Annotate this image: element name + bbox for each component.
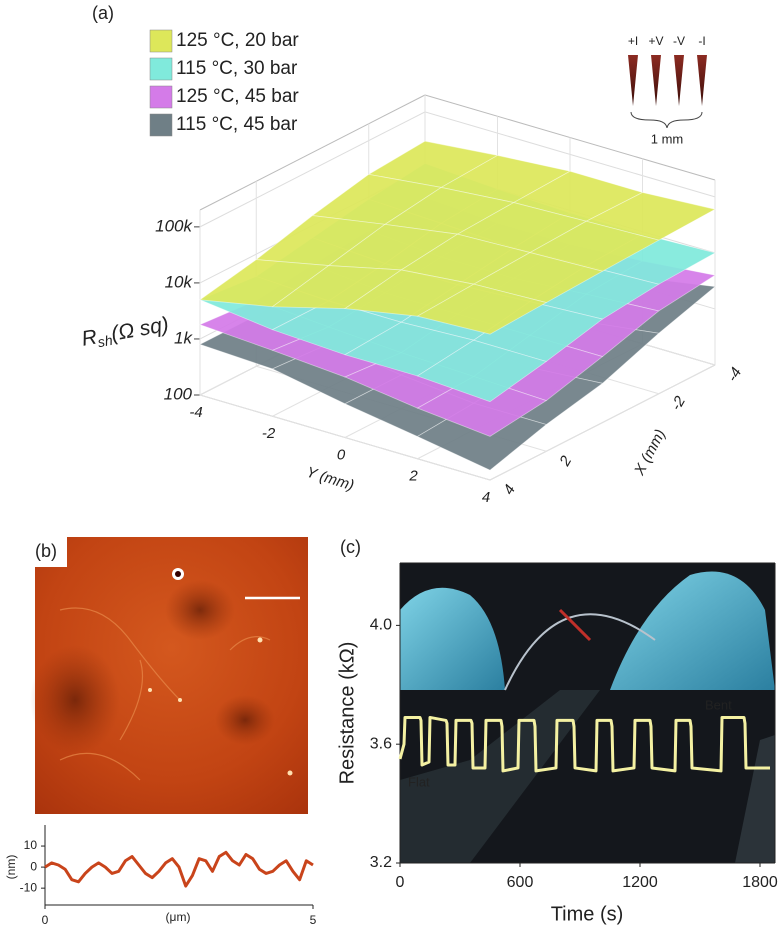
- y-tick-label: -10: [20, 880, 38, 894]
- x-tick-label: 1200: [622, 874, 658, 891]
- x-tick-label: 1800: [742, 874, 778, 891]
- x-axis-title: (μm): [166, 910, 191, 924]
- probe: [628, 55, 638, 106]
- x-axis-title: X (mm): [631, 427, 670, 479]
- surface-face: [416, 283, 548, 335]
- legend-swatch: [149, 113, 173, 137]
- y-tick-label: 0: [30, 859, 37, 873]
- y-axis-title: Resistance (kΩ): [336, 642, 358, 785]
- y-tick-label: 10: [24, 838, 38, 852]
- x-tick-label: -4: [724, 365, 745, 385]
- annotation: Flat: [408, 774, 430, 789]
- z-axis-title-part: (Ω sq): [109, 312, 170, 345]
- z-axis-title: Rsh(Ω sq): [80, 312, 171, 352]
- x-tick-label: 600: [507, 874, 534, 891]
- y-axis-title: Y (mm): [304, 464, 356, 495]
- panel-label: (b): [35, 541, 57, 561]
- y-tick-label: 3.2: [370, 854, 392, 871]
- photo-background: [400, 563, 775, 863]
- x-tick-label: 2: [556, 453, 576, 470]
- x-axis-title: Time (s): [551, 903, 624, 925]
- annotation: Bent: [705, 697, 732, 712]
- x-tick-label: 0: [396, 874, 405, 891]
- y-tick-label: 2: [408, 468, 418, 485]
- y-tick-label: -2: [262, 425, 276, 442]
- box-edge: [199, 94, 426, 211]
- z-axis-title-sub: sh: [96, 332, 114, 350]
- probe-label: -V: [673, 34, 685, 48]
- legend-label: 125 °C, 20 bar: [176, 30, 299, 51]
- y-tick-label: 0: [337, 446, 346, 463]
- legend-swatch: [149, 85, 173, 109]
- afm-image: [30, 537, 308, 814]
- y-tick-label: 3.6: [370, 735, 392, 752]
- y-tick-label: 4.0: [370, 617, 392, 634]
- surface-face: [416, 339, 548, 403]
- probe-label: -I: [698, 34, 705, 48]
- data-line: [398, 715, 770, 773]
- z-axis-title-part: R: [80, 325, 99, 350]
- x-tick-label: 5: [310, 913, 317, 927]
- legend-label: 125 °C, 45 bar: [176, 86, 299, 107]
- probe: [651, 55, 661, 106]
- panel-label: (a): [92, 3, 114, 23]
- legend-label: 115 °C, 30 bar: [176, 58, 298, 79]
- z-tick-label: 100k: [155, 216, 193, 235]
- legend-swatch: [149, 57, 173, 81]
- legend-swatch: [149, 29, 173, 53]
- z-tick-label: 100: [164, 384, 193, 403]
- x-tick-label: 0: [42, 913, 49, 927]
- data-line: [44, 850, 314, 888]
- y-tick-label: 4: [482, 489, 490, 506]
- y-tick-label: -4: [189, 404, 202, 421]
- scale-label: 1 mm: [651, 131, 684, 146]
- x-tick-label: 4: [500, 482, 519, 498]
- z-tick-label: 10k: [165, 272, 194, 291]
- z-tick-label: 1k: [174, 328, 193, 347]
- grid-line: [199, 210, 491, 481]
- y-axis-title: (nm): [4, 855, 18, 880]
- probe: [674, 55, 684, 106]
- surface-face: [416, 376, 548, 437]
- scale-brace: [630, 111, 703, 129]
- probe: [697, 55, 707, 106]
- probe-label: +I: [628, 34, 638, 48]
- x-tick-label: -2: [668, 393, 690, 414]
- probe-label: +V: [648, 34, 663, 48]
- panel-label: (c): [340, 537, 361, 557]
- legend-label: 115 °C, 45 bar: [176, 114, 298, 135]
